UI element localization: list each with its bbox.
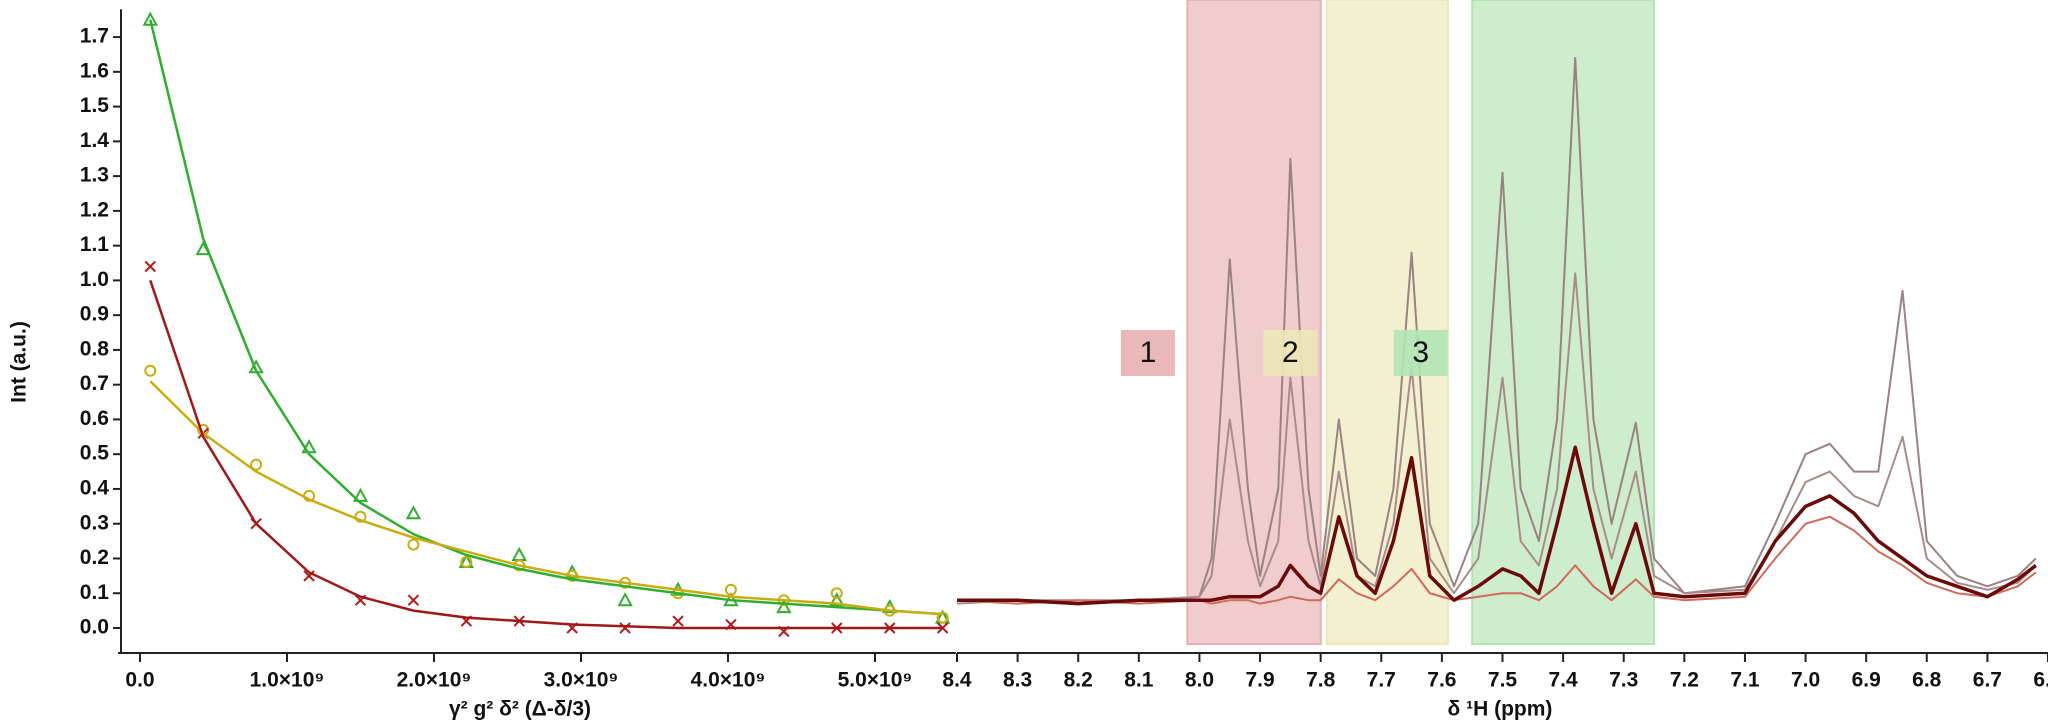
data-point bbox=[303, 570, 315, 582]
data-point bbox=[830, 587, 843, 600]
data-point bbox=[144, 260, 156, 273]
data-point bbox=[250, 458, 263, 471]
data-point bbox=[405, 505, 422, 520]
x-tick-label: 2.0×10⁹ bbox=[397, 669, 472, 692]
data-point bbox=[829, 592, 845, 607]
x-tick-label: 7.7 bbox=[1367, 669, 1396, 692]
x-tick-label: 7.8 bbox=[1306, 669, 1336, 692]
x-tick-label: 7.0 bbox=[1791, 669, 1820, 692]
y-tick-label: 1.1 bbox=[80, 233, 110, 256]
y-tick-label: 1.6 bbox=[80, 59, 109, 82]
region bbox=[1471, 0, 1656, 645]
y-tick-label: 1.3 bbox=[80, 164, 109, 187]
x-tick-label: 7.1 bbox=[1730, 669, 1760, 692]
x-tick-label: 7.9 bbox=[1245, 669, 1274, 692]
region-label: 2 bbox=[1282, 336, 1299, 369]
y-tick-label: 0.2 bbox=[80, 546, 109, 569]
y-tick-label: 1.7 bbox=[80, 25, 109, 48]
x-tick-label: 7.3 bbox=[1609, 669, 1638, 692]
data-point bbox=[724, 583, 737, 596]
data-point bbox=[936, 611, 949, 624]
data-point bbox=[776, 599, 792, 614]
fit-line bbox=[149, 279, 943, 630]
y-tick-label: 0.8 bbox=[80, 337, 110, 360]
region-badge bbox=[1120, 330, 1175, 376]
region-badge bbox=[1393, 330, 1448, 376]
y-tick-label: 1.2 bbox=[80, 198, 109, 221]
x-tick-label: 7.6 bbox=[1427, 669, 1456, 692]
y-tick-label: 0.6 bbox=[80, 407, 109, 430]
y-tick-label: 0.4 bbox=[80, 477, 110, 500]
x-tick-label: 6.8 bbox=[1912, 669, 1942, 692]
data-point bbox=[672, 615, 684, 627]
data-point bbox=[511, 546, 527, 562]
region bbox=[1186, 0, 1322, 645]
x-tick-label: 3.0×10⁹ bbox=[544, 669, 619, 692]
x-tick-label: 0.0 bbox=[125, 669, 154, 692]
spectrum bbox=[956, 272, 2037, 605]
x-tick-label: 1.0×10⁹ bbox=[250, 669, 325, 692]
y-tick-label: 1.0 bbox=[80, 268, 109, 291]
x-tick-label: 7.4 bbox=[1549, 669, 1579, 692]
region-badge bbox=[1263, 330, 1318, 376]
data-point bbox=[619, 622, 631, 634]
region-label: 1 bbox=[1140, 336, 1157, 369]
x-tick-label: 4.0×10⁹ bbox=[691, 669, 766, 692]
y-tick-label: 0.7 bbox=[80, 372, 109, 395]
fit-line bbox=[149, 380, 943, 616]
y-tick-label: 0.5 bbox=[80, 442, 110, 465]
x-tick-label: 7.5 bbox=[1488, 669, 1518, 692]
data-point bbox=[352, 487, 369, 502]
data-point bbox=[354, 510, 367, 523]
y-tick-label: 0.1 bbox=[80, 581, 110, 604]
data-point bbox=[144, 364, 157, 377]
spectrum bbox=[956, 515, 2037, 605]
data-point bbox=[407, 594, 420, 606]
x-tick-label: 6.9 bbox=[1852, 669, 1881, 692]
y-tick-label: 0.0 bbox=[80, 616, 109, 639]
x-tick-label: 8.3 bbox=[1003, 669, 1032, 692]
x-tick-label: 8.0 bbox=[1185, 669, 1214, 692]
data-point bbox=[407, 538, 420, 551]
x-tick-label: 8.2 bbox=[1064, 669, 1093, 692]
x-tick-label: 6.6 bbox=[2033, 669, 2048, 692]
y-axis-title: Int (a.u.) bbox=[8, 321, 31, 403]
y-tick-label: 1.4 bbox=[80, 129, 110, 152]
x-tick-label: 6.7 bbox=[1973, 669, 2002, 692]
spectrum bbox=[957, 56, 2037, 602]
x-tick-label: 5.0×10⁹ bbox=[838, 669, 913, 692]
y-tick-label: 0.3 bbox=[80, 511, 109, 534]
x-tick-label: 8.1 bbox=[1124, 669, 1154, 692]
y-tick-label: 0.9 bbox=[80, 303, 109, 326]
spectrum bbox=[957, 445, 2037, 606]
x-tick-label: 7.2 bbox=[1670, 669, 1699, 692]
x-tick-label: 8.4 bbox=[942, 669, 972, 692]
region-label: 3 bbox=[1412, 336, 1429, 369]
data-point bbox=[460, 555, 473, 568]
y-tick-label: 1.5 bbox=[80, 94, 110, 117]
fit-line bbox=[149, 19, 943, 616]
x-axis-title: δ ¹H (ppm) bbox=[1448, 698, 1553, 721]
data-point bbox=[617, 592, 633, 607]
x-axis-title: γ² g² δ² (Δ-δ/3) bbox=[449, 698, 591, 721]
